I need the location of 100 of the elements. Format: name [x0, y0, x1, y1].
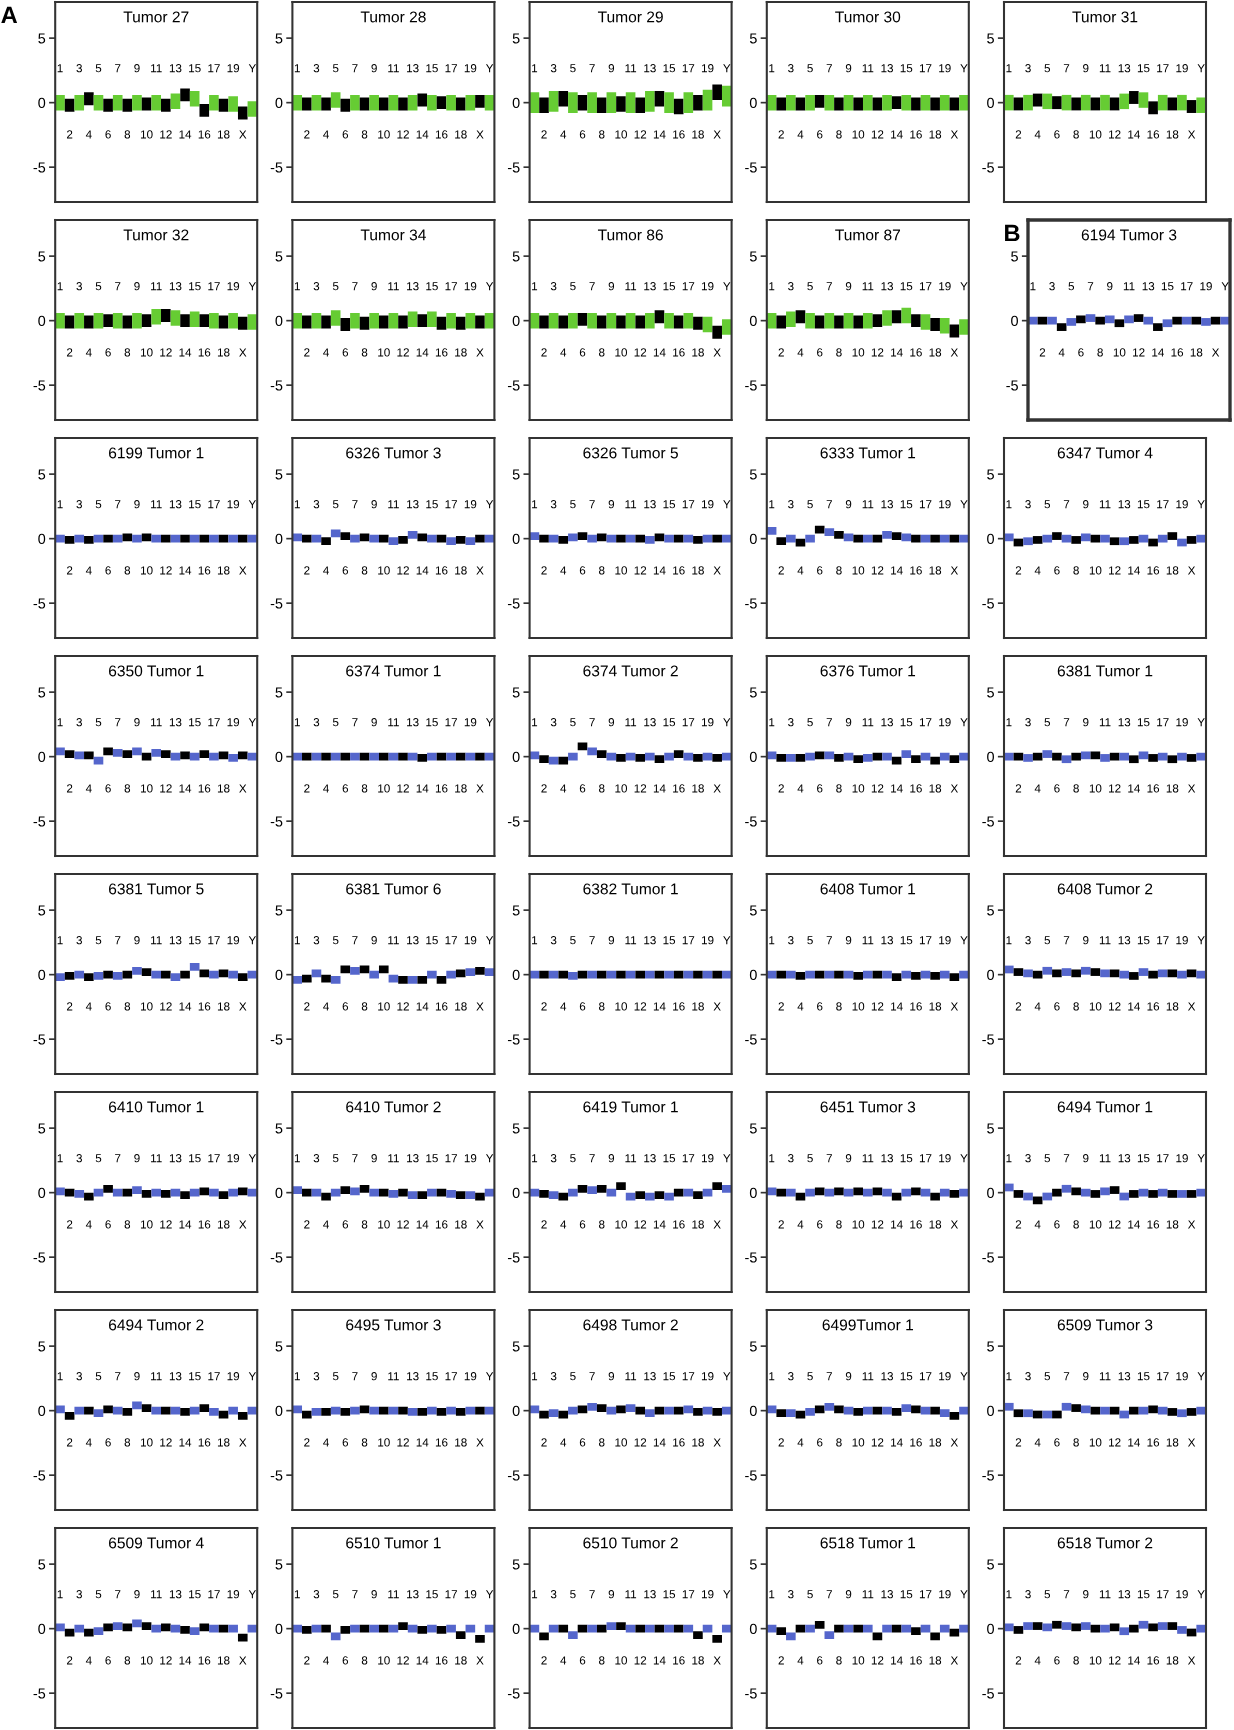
bar [558, 315, 569, 329]
bar [64, 98, 75, 112]
bar [683, 752, 694, 761]
bar [1129, 1190, 1139, 1198]
bar [587, 92, 597, 113]
bar [606, 752, 617, 761]
bar [882, 310, 892, 326]
bar [693, 1631, 703, 1639]
bar [712, 1635, 722, 1643]
bar [122, 98, 133, 112]
bar [558, 756, 569, 765]
bar [834, 530, 844, 539]
bar [596, 1624, 607, 1633]
bar [635, 754, 646, 762]
bar [359, 1624, 370, 1633]
bar [340, 1626, 351, 1634]
bar [237, 1633, 248, 1642]
bar [911, 314, 921, 328]
bar [568, 752, 578, 761]
bar [693, 754, 703, 762]
bar [911, 534, 921, 543]
bar [901, 533, 912, 542]
bar [1157, 1188, 1168, 1197]
bar [712, 84, 722, 101]
bar [93, 1627, 104, 1636]
bar [843, 312, 854, 329]
bar [664, 1624, 674, 1633]
bar [1119, 1192, 1130, 1201]
bar [625, 312, 636, 329]
bar [625, 1624, 636, 1633]
bar [654, 310, 665, 324]
bar [1167, 1190, 1178, 1198]
bar [786, 534, 796, 543]
bar [427, 1624, 437, 1633]
bar [712, 325, 722, 339]
bar [693, 94, 703, 111]
bar [920, 314, 931, 330]
bar [712, 754, 722, 762]
bar [199, 1623, 210, 1632]
bar [635, 97, 646, 113]
bar [786, 311, 796, 328]
bar [853, 315, 863, 329]
bar [853, 534, 863, 543]
bar [103, 98, 113, 112]
bar [635, 315, 646, 329]
bar [805, 312, 815, 329]
bar [1042, 1192, 1053, 1201]
bar [55, 1623, 65, 1632]
bar [645, 752, 655, 761]
bar [862, 312, 873, 329]
bar [161, 98, 171, 112]
bar [93, 94, 104, 111]
bar [568, 1631, 578, 1639]
bar [673, 98, 684, 115]
bar [151, 94, 162, 111]
bar [795, 310, 806, 324]
bar [1071, 1187, 1081, 1196]
bar [1138, 1188, 1149, 1197]
bar [616, 1622, 626, 1630]
bar [645, 1624, 655, 1633]
bar [702, 316, 713, 333]
bar [891, 310, 902, 324]
bar [292, 1624, 303, 1633]
bar [635, 1624, 646, 1633]
bar [1013, 1190, 1024, 1198]
bar [862, 534, 873, 543]
bar [170, 1624, 181, 1633]
bar [161, 1623, 171, 1632]
bar [587, 1624, 597, 1633]
bar [587, 747, 597, 756]
bar [843, 533, 854, 542]
bar [539, 755, 549, 764]
bar [369, 1624, 379, 1633]
bar [558, 91, 569, 107]
bar [702, 89, 713, 111]
bar [455, 1631, 466, 1639]
bar [539, 315, 549, 329]
bar [209, 94, 219, 111]
bar [949, 534, 960, 543]
bar [664, 92, 674, 113]
bar [1061, 1184, 1072, 1193]
bar [1109, 1186, 1120, 1194]
bar [1023, 1192, 1033, 1201]
bar [1100, 1187, 1110, 1196]
bar [882, 530, 892, 539]
text: A [1, 6, 18, 24]
bar [568, 92, 578, 113]
bar [930, 534, 940, 543]
bar [122, 1623, 133, 1632]
bar [199, 103, 210, 117]
bar [1196, 1188, 1206, 1197]
bar [548, 1624, 559, 1633]
bar [683, 92, 694, 113]
bar [664, 312, 674, 329]
bar [141, 97, 152, 111]
bar [446, 1624, 456, 1633]
bar [577, 742, 588, 751]
bar [939, 534, 950, 543]
bar [625, 92, 636, 113]
bar [654, 1624, 665, 1633]
